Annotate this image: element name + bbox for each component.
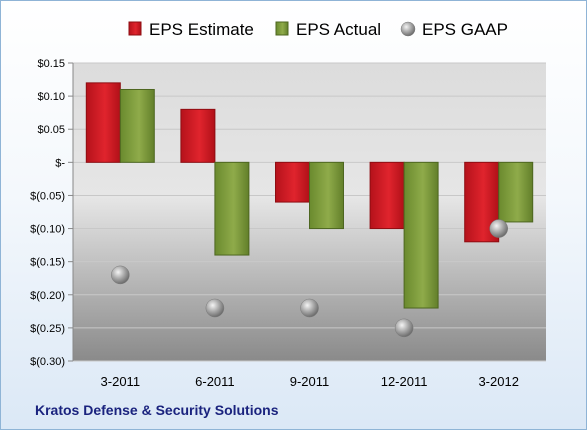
y-tick-label: $(0.20) bbox=[30, 290, 65, 302]
eps-actual-bar-6-2011 bbox=[214, 161, 250, 256]
eps-estimate-bar-9-2011 bbox=[275, 161, 310, 203]
legend-eps-gaap-label: EPS GAAP bbox=[422, 20, 508, 39]
y-tick-label: $(0.05) bbox=[30, 190, 65, 202]
y-tick-label: $0.15 bbox=[37, 58, 65, 70]
x-tick-label: 12-2011 bbox=[381, 374, 428, 389]
eps-estimate-bar-3-2011 bbox=[85, 82, 121, 163]
y-tick-label: $- bbox=[55, 157, 65, 169]
eps-actual-bar-12-2011 bbox=[403, 161, 439, 309]
eps-gaap-point-9-2011 bbox=[300, 298, 319, 318]
eps-gaap-point-6-2011 bbox=[205, 298, 225, 318]
x-tick-label: 3-2011 bbox=[101, 374, 141, 389]
eps-gaap-point-12-2011 bbox=[394, 318, 414, 338]
eps-estimate-bar-12-2011 bbox=[369, 161, 405, 230]
eps-gaap-point-3-2011 bbox=[111, 265, 130, 285]
x-tick-label: 9-2011 bbox=[290, 374, 330, 389]
y-tick-label: $0.05 bbox=[37, 124, 65, 136]
y-tick-label: $(0.15) bbox=[30, 257, 65, 269]
eps-actual-bar-3-2011 bbox=[119, 88, 155, 163]
y-tick-label: $(0.30) bbox=[30, 356, 65, 368]
company-name: Kratos Defense & Security Solutions bbox=[35, 402, 279, 418]
legend-eps-estimate-label: EPS Estimate bbox=[149, 20, 254, 39]
legend-eps-actual-swatch bbox=[275, 21, 289, 36]
eps-estimate-bar-6-2011 bbox=[180, 108, 216, 163]
y-tick-label: $(0.25) bbox=[30, 323, 65, 335]
legend-eps-gaap-swatch bbox=[400, 21, 416, 37]
eps-actual-bar-3-2012 bbox=[498, 161, 534, 223]
legend-eps-actual-label: EPS Actual bbox=[296, 20, 381, 39]
y-tick-label: $(0.10) bbox=[30, 224, 65, 236]
eps-gaap-point-3-2012 bbox=[489, 219, 508, 238]
x-tick-label: 3-2012 bbox=[478, 374, 518, 389]
eps-actual-bar-9-2011 bbox=[309, 161, 344, 230]
x-tick-label: 6-2011 bbox=[195, 374, 235, 389]
y-tick-label: $0.10 bbox=[37, 91, 65, 103]
legend-eps-estimate-swatch bbox=[128, 21, 142, 36]
